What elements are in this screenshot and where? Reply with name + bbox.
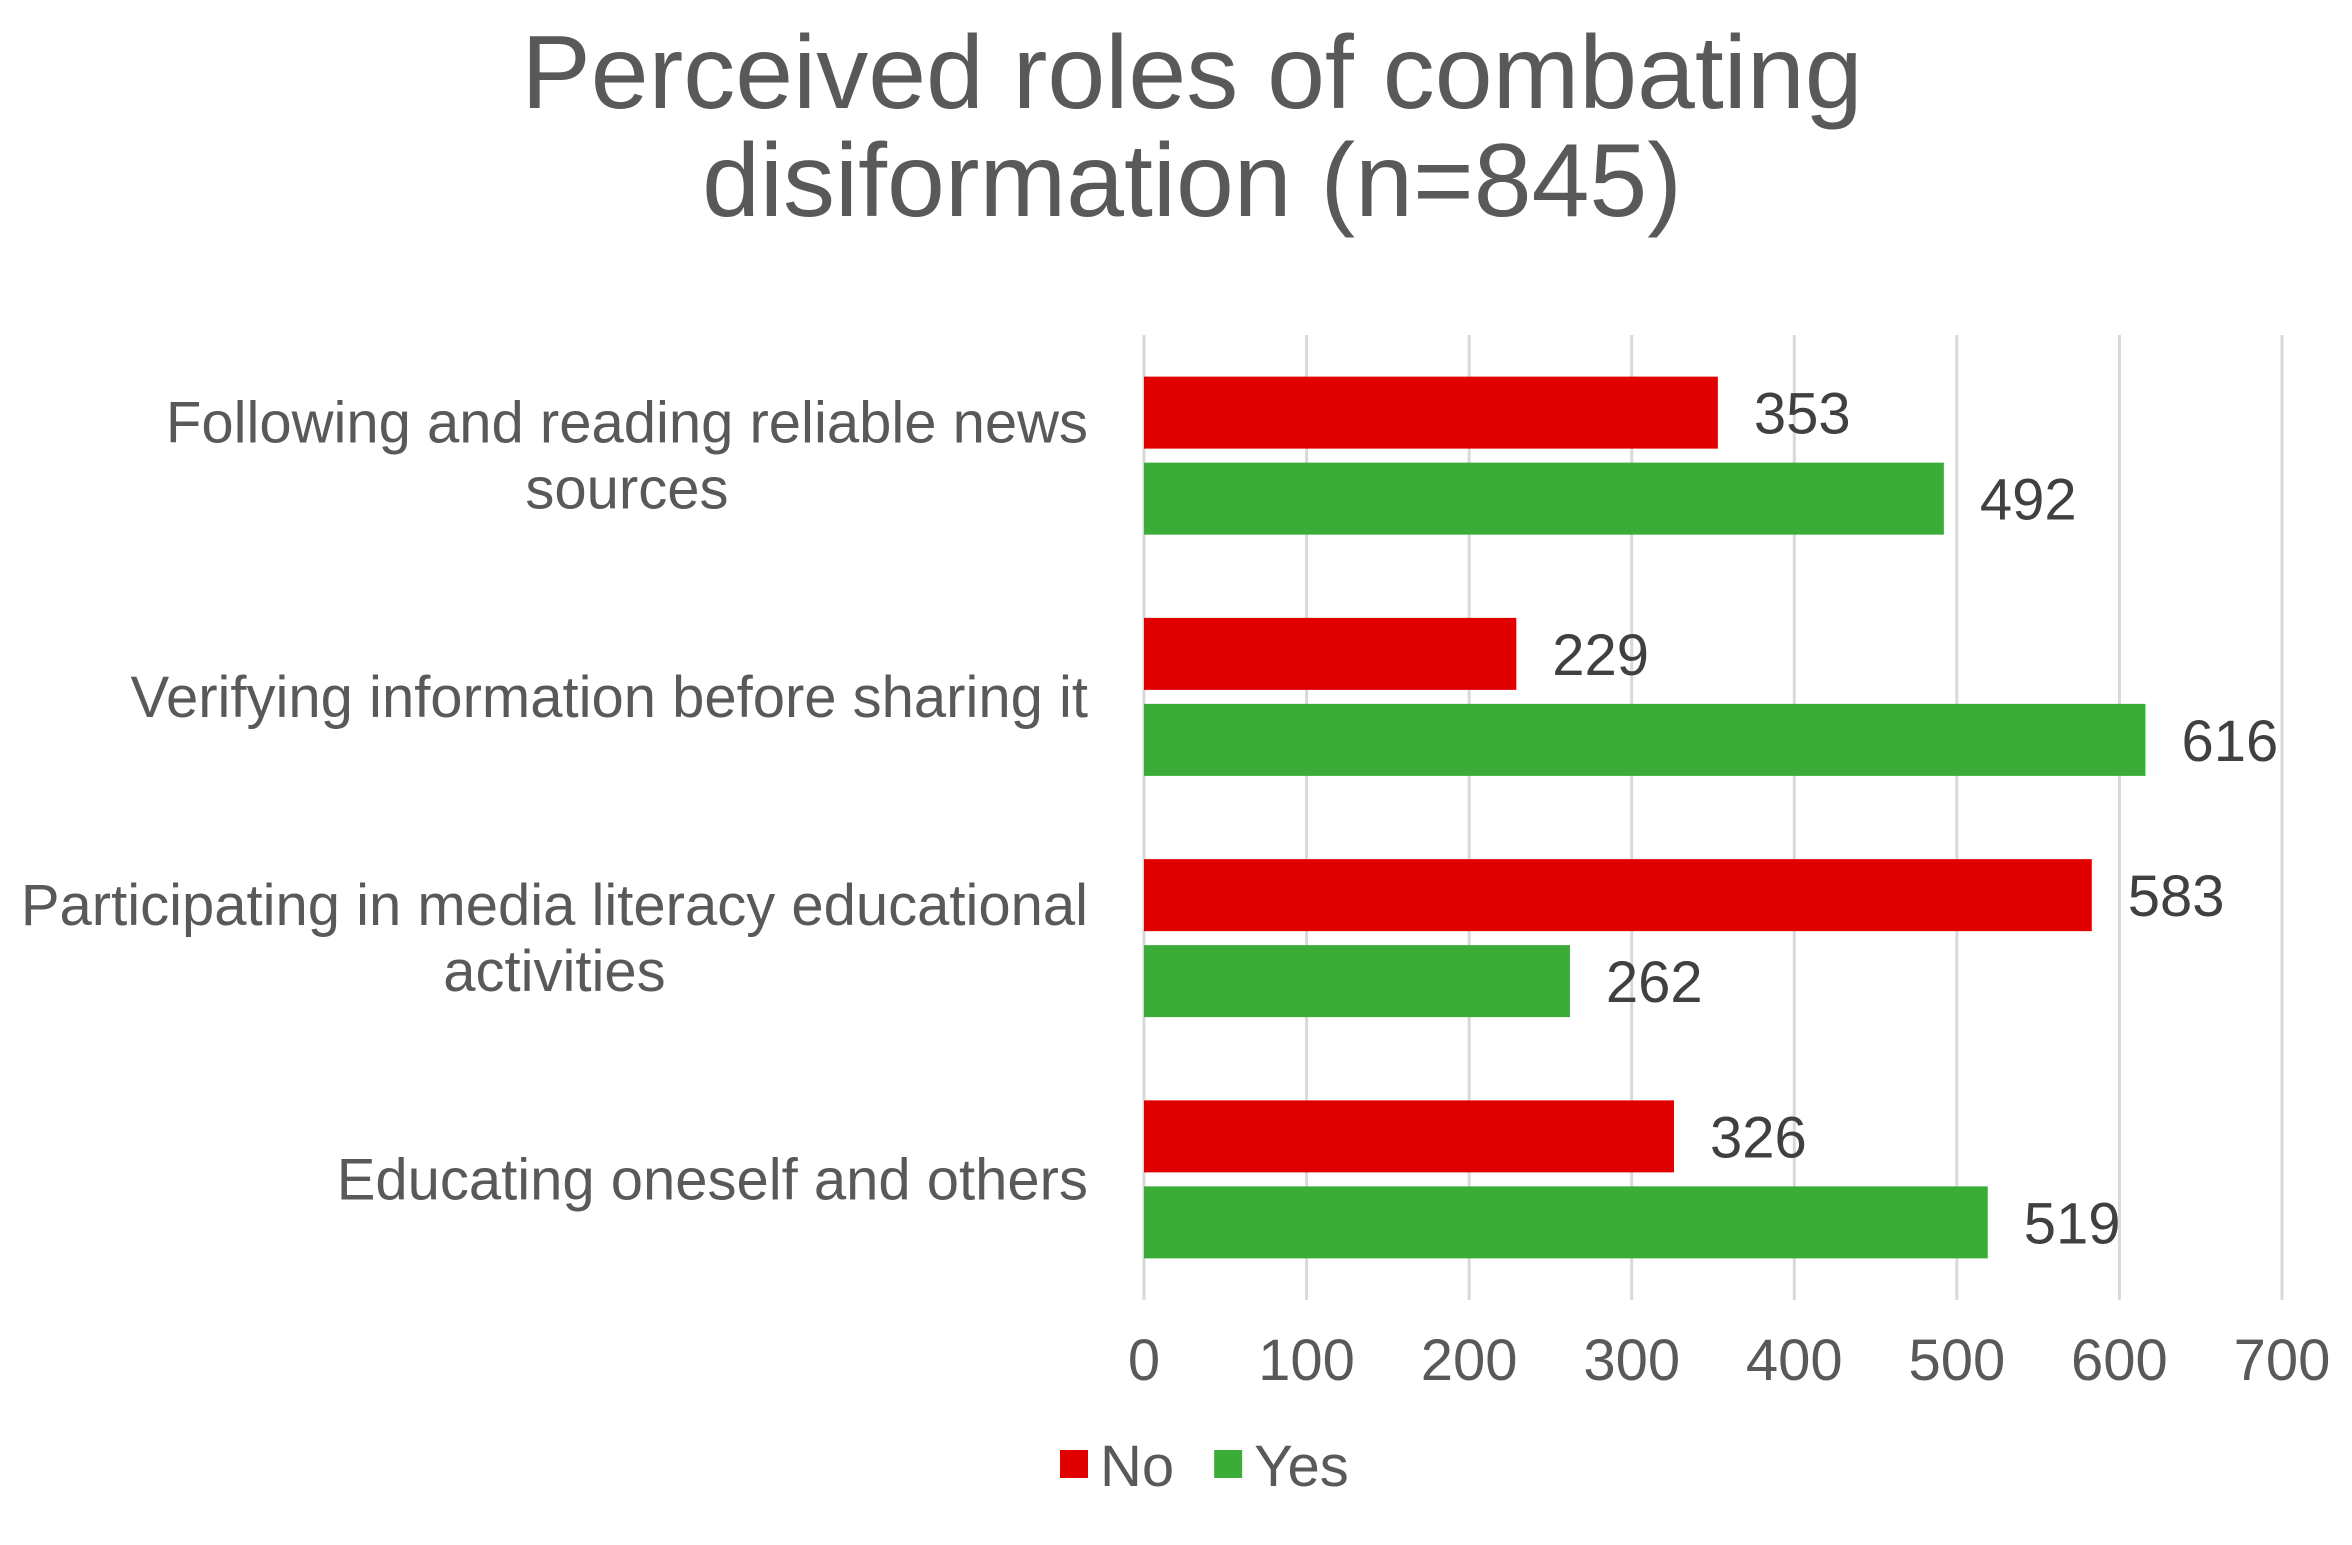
chart-title-line: disiformation (n=845) — [702, 123, 1682, 239]
data-labels: 353 492 229 616 583 262 326 519 — [1552, 382, 2278, 1257]
data-label: 616 — [2181, 709, 2278, 774]
legend: No Yes — [1060, 1434, 1349, 1499]
x-tick-label: 200 — [1421, 1328, 1518, 1393]
legend-swatch — [1214, 1450, 1243, 1478]
bar-yes — [1144, 462, 1944, 535]
x-tick-label: 400 — [1746, 1328, 1843, 1393]
bar-yes — [1144, 703, 2146, 776]
data-label: 492 — [1980, 468, 2077, 533]
x-tick-label: 0 — [1128, 1328, 1160, 1393]
chart-title: Perceived roles of combatingdisiformatio… — [521, 15, 1862, 239]
bar-no — [1144, 376, 1718, 449]
category-label: Verifying information before sharing it — [130, 665, 1088, 730]
category-label: Following and reading reliable news sourc… — [166, 391, 1088, 522]
bar-no — [1144, 859, 2092, 932]
bar-no — [1144, 617, 1517, 690]
chart-title-line: Perceived roles of combating — [521, 15, 1862, 131]
x-tick-label: 300 — [1583, 1328, 1680, 1393]
x-tick-label: 600 — [2071, 1328, 2168, 1393]
category-label: Educating oneself and others — [337, 1147, 1088, 1212]
category-label: Participating in media literacy educatio… — [21, 873, 1088, 1004]
bar-yes — [1144, 945, 1570, 1018]
legend-label: No — [1100, 1434, 1174, 1499]
data-label: 583 — [2128, 864, 2225, 929]
legend-label: Yes — [1254, 1434, 1349, 1499]
data-label: 353 — [1754, 382, 1851, 447]
legend-swatch — [1060, 1450, 1088, 1478]
bars — [1144, 376, 2146, 1259]
data-label: 519 — [2024, 1191, 2121, 1256]
x-tick-label: 500 — [1908, 1328, 2005, 1393]
x-tick-label: 700 — [2234, 1328, 2331, 1393]
x-tick-label: 100 — [1258, 1328, 1355, 1393]
bar-yes — [1144, 1186, 1988, 1259]
data-label: 326 — [1710, 1105, 1807, 1170]
data-label: 262 — [1606, 950, 1703, 1015]
x-axis-tick-labels: 0 100 200 300 400 500 600 700 — [1128, 1328, 2331, 1393]
category-labels: Following and reading reliable news sourc… — [21, 391, 1088, 1213]
data-label: 229 — [1552, 623, 1649, 688]
bar-no — [1144, 1100, 1674, 1173]
